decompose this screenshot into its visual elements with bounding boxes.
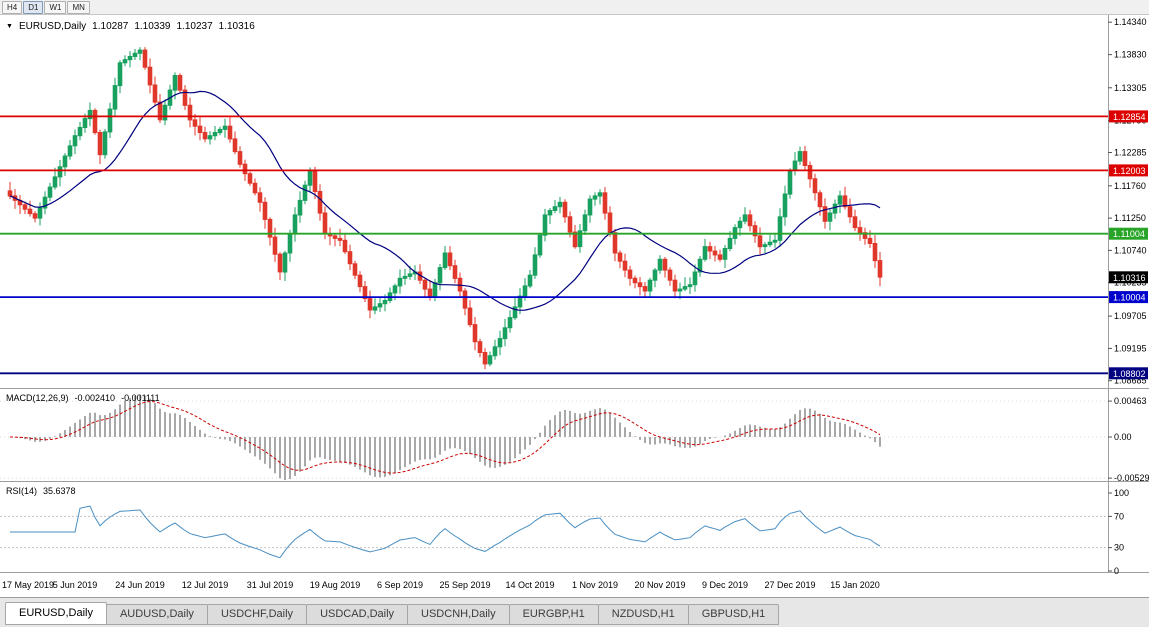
time-axis-label: 12 Jul 2019 [182, 580, 229, 590]
time-axis-label: 19 Aug 2019 [310, 580, 361, 590]
time-axis-label: 15 Jan 2020 [830, 580, 880, 590]
time-axis-label: 31 Jul 2019 [247, 580, 294, 590]
price-badge [1109, 164, 1148, 177]
price-badge-label: 1.12854 [1113, 112, 1146, 122]
axis-tick-label: 70 [1114, 511, 1124, 521]
ohlc-low: 1.10237 [176, 21, 213, 32]
axis-tick-label: 1.13830 [1114, 50, 1147, 60]
tab-eurusd-daily[interactable]: EURUSD,Daily [5, 602, 107, 625]
chart-tabs-bar: EURUSD,Daily AUDUSD,Daily USDCHF,Daily USDC… [0, 597, 1149, 627]
rsi-name: RSI(14) [6, 486, 38, 496]
time-axis-label: 25 Sep 2019 [439, 580, 490, 590]
macd-signal-line [9, 400, 881, 474]
rsi-value: 35.6378 [43, 486, 76, 496]
macd-name: MACD(12,26,9) [6, 393, 69, 403]
time-axis-label: 27 Dec 2019 [764, 580, 815, 590]
price-badge-label: 1.10316 [1113, 273, 1146, 283]
macd-histogram [14, 394, 881, 480]
timeframe-button-w1[interactable]: W1 [44, 0, 67, 14]
tab-nzdusd-h1[interactable]: NZDUSD,H1 [597, 604, 689, 625]
tab-usdcnh-daily[interactable]: USDCNH,Daily [407, 604, 510, 625]
axis-tick-label: 1.11250 [1114, 213, 1146, 223]
price-badge-label: 1.10004 [1113, 293, 1146, 303]
axis-tick-label: 1.12285 [1114, 148, 1147, 158]
time-axis-label: 24 Jun 2019 [115, 580, 165, 590]
axis-tick-label: 100 [1114, 488, 1129, 498]
price-badge [1109, 367, 1148, 380]
panel-chrome [0, 14, 1149, 573]
time-axis-label: 6 Sep 2019 [377, 580, 423, 590]
axis-tick-label: -0.00529 [1114, 473, 1149, 483]
timeframe-button-d1[interactable]: D1 [23, 0, 44, 14]
price-badge [1109, 227, 1148, 240]
chart-header: ▼ EURUSD,Daily 1.10287 1.10339 1.10237 1… [6, 21, 255, 32]
price-badge-label: 1.12003 [1113, 166, 1146, 176]
timeframe-button-mn[interactable]: MN [67, 0, 90, 14]
time-axis-label: 9 Dec 2019 [702, 580, 748, 590]
moving-average-line [9, 90, 881, 311]
ohlc-high: 1.10339 [134, 21, 171, 32]
price-badge [1109, 271, 1148, 284]
price-badge [1109, 110, 1148, 123]
tab-usdcad-daily[interactable]: USDCAD,Daily [306, 604, 409, 625]
ohlc-open: 1.10287 [92, 21, 129, 32]
axis-tick-label: 1.14340 [1114, 17, 1147, 27]
macd-main-value: -0.002410 [74, 393, 116, 403]
timeframe-button-h4[interactable]: H4 [2, 0, 23, 14]
axis-tick-label: 1.09195 [1114, 343, 1147, 353]
price-axis: 1.143401.138301.133051.127901.122851.117… [1108, 17, 1149, 576]
axis-tick-label: 1.09705 [1114, 311, 1147, 321]
candlestick-series [7, 47, 883, 370]
chart-dropdown-icon[interactable]: ▼ [6, 23, 13, 30]
chart-symbol-label: EURUSD,Daily [18, 21, 87, 32]
tab-audusd-daily[interactable]: AUDUSD,Daily [105, 604, 208, 625]
tab-eurgbp-h1[interactable]: EURGBP,H1 [508, 604, 599, 625]
macd-indicator-label: MACD(12,26,9) -0.002410 -0.001111 [6, 393, 160, 403]
rsi-indicator-label: RSI(14) 35.6378 [6, 486, 76, 496]
ohlc-close: 1.10316 [218, 21, 255, 32]
price-badges: 1.12854 1.12003 1.11004 1.10004 1.08802 1.103… [1109, 110, 1148, 380]
price-badge [1109, 291, 1148, 304]
time-axis-label: 17 May 2019 [2, 580, 54, 590]
price-badge-label: 1.11004 [1113, 229, 1145, 239]
time-axis-label: 14 Oct 2019 [505, 580, 554, 590]
rsi-grid [0, 515, 1108, 549]
time-axis-label: 1 Nov 2019 [572, 580, 618, 590]
macd-signal-value: -0.001111 [121, 393, 160, 403]
tab-gbpusd-h1[interactable]: GBPUSD,H1 [687, 604, 780, 625]
horizontal-levels [0, 115, 1108, 375]
axis-tick-label: 1.08685 [1114, 376, 1147, 386]
axis-tick-label: 1.10740 [1114, 245, 1147, 255]
tab-usdchf-daily[interactable]: USDCHF,Daily [206, 604, 308, 625]
price-badge-label: 1.08802 [1113, 369, 1146, 379]
timeframe-toolbar: H4 D1 W1 MN [0, 0, 1149, 15]
rsi-line [10, 505, 881, 559]
time-axis-label: 20 Nov 2019 [634, 580, 685, 590]
chart-background [0, 14, 1149, 597]
axis-tick-label: 0 [1114, 566, 1119, 576]
time-axis-label: 5 Jun 2019 [53, 580, 98, 590]
axis-tick-label: 30 [1114, 543, 1124, 553]
axis-tick-label: 1.13305 [1114, 83, 1147, 93]
axis-tick-label: 0.00 [1114, 432, 1132, 442]
axis-tick-label: 1.11760 [1114, 181, 1146, 191]
axis-tick-label: 0.00463 [1114, 396, 1147, 406]
